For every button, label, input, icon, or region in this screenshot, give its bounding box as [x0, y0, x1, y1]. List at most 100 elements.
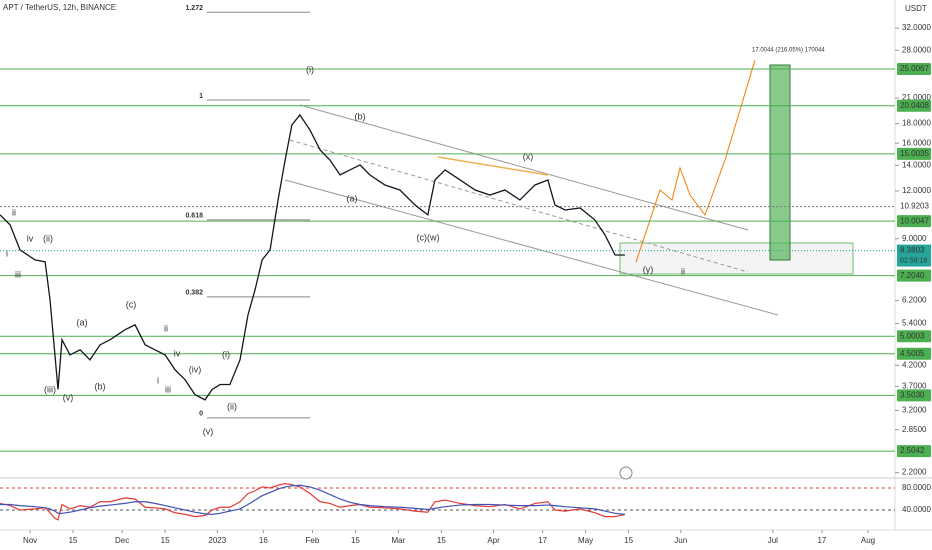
level-label: 4.5005	[900, 349, 925, 358]
rsi-line	[0, 484, 625, 516]
wave-label: ii	[681, 266, 685, 276]
x-tick-label: 15	[351, 536, 360, 545]
wave-label: iii	[165, 384, 171, 394]
projection-path	[635, 59, 756, 263]
wave-label: (b)	[355, 111, 366, 121]
y-tick-label: 5.4000	[902, 319, 927, 328]
level-badge	[897, 99, 931, 112]
x-tick-label: 15	[624, 536, 633, 545]
level-label: 3.5030	[900, 391, 925, 400]
fib-label: 0.382	[185, 290, 203, 297]
level-label: 25.0067	[900, 64, 929, 73]
x-tick-label: Mar	[392, 536, 406, 545]
x-tick-label: 2023	[208, 536, 226, 545]
trend-line	[437, 156, 549, 176]
x-tick-label: 16	[259, 536, 268, 545]
x-tick-label: 15	[437, 536, 446, 545]
level-label: 10.0047	[900, 216, 929, 225]
x-tick-label: Jun	[674, 536, 687, 545]
x-tick-label: Aug	[861, 536, 875, 545]
countdown: 02:59:18	[900, 257, 927, 264]
wave-label: (iv)	[189, 364, 202, 374]
wave-label: (i)	[222, 349, 230, 359]
x-tick-label: Dec	[115, 536, 129, 545]
dashed-level-label: 10.9203	[900, 202, 929, 211]
currency: USDT	[905, 4, 927, 13]
x-tick-label: 15	[69, 536, 78, 545]
wave-label: (v)	[203, 426, 214, 436]
wave-label: (x)	[523, 151, 534, 161]
channel-top	[299, 104, 749, 231]
wave-label: iv	[27, 233, 34, 243]
rsi-tick-label: 40.0000	[902, 505, 931, 514]
x-tick-label: Nov	[23, 536, 37, 545]
x-tick-label: May	[578, 536, 593, 545]
y-tick-label: 16.0000	[902, 138, 931, 147]
wave-label: (a)	[347, 193, 358, 203]
level-badge	[897, 63, 931, 76]
level-badge	[897, 269, 931, 282]
level-label: 5.0003	[900, 331, 925, 340]
wave-label: (y)	[643, 264, 654, 274]
wave-label: iv	[174, 348, 181, 358]
level-label: 20.0408	[900, 101, 929, 110]
wave-label: (c)(w)	[417, 232, 440, 242]
level-label: 15.0035	[900, 149, 929, 158]
wave-label: i	[6, 248, 8, 258]
wave-label: i	[157, 375, 159, 385]
level-badge	[897, 389, 931, 402]
y-tick-label: 3.2000	[902, 406, 927, 415]
symbol-title: APT / TetherUS, 12h, BINANCE	[3, 3, 116, 12]
fib-label: 0.618	[185, 213, 203, 220]
level-badge	[897, 330, 931, 343]
wave-label: (iii)	[44, 384, 56, 394]
level-badge	[897, 445, 931, 458]
y-tick-label: 21.0000	[902, 93, 931, 102]
y-tick-label: 2.8500	[902, 425, 927, 434]
level-badge	[897, 347, 931, 360]
y-tick-label: 14.0000	[902, 160, 931, 169]
wave-label: ii	[12, 207, 16, 217]
y-tick-label: 32.0000	[902, 23, 931, 32]
y-tick-label: 6.2000	[902, 296, 927, 305]
y-tick-label: 3.7000	[902, 381, 927, 390]
y-tick-label: 28.0000	[902, 45, 931, 54]
x-tick-label: Feb	[306, 536, 320, 545]
level-badge	[897, 147, 931, 160]
y-tick-label: 9.0000	[902, 234, 927, 243]
level-label: 2.5042	[900, 446, 925, 455]
level-badge	[897, 215, 931, 228]
price-line	[0, 113, 625, 401]
wave-label: (v)	[63, 392, 74, 402]
x-tick-label: 17	[538, 536, 547, 545]
wave-label: (a)	[77, 317, 88, 327]
wave-label: (i)	[306, 64, 314, 74]
fib-label: 1	[199, 93, 203, 100]
wave-label: (ii)	[227, 401, 237, 411]
event-icon[interactable]	[619, 466, 633, 480]
rsi-tick-label: 80.0000	[902, 483, 931, 492]
level-label: 7.2040	[900, 271, 925, 280]
channel-mid	[289, 139, 749, 273]
x-tick-label: Apr	[487, 536, 500, 545]
projection-label: 17.0044 (216.05%) 170044	[752, 48, 825, 54]
current-price-label: 8.3803	[900, 246, 925, 255]
y-tick-label: 2.2000	[902, 468, 927, 477]
y-tick-label: 12.0000	[902, 186, 931, 195]
fib-label: 1.272	[185, 5, 203, 12]
wave-label: (c)	[126, 299, 137, 309]
channel-bottom	[284, 179, 779, 316]
target-box	[769, 64, 791, 261]
wave-label: (b)	[95, 381, 106, 391]
fib-label: 0	[199, 411, 203, 418]
price-badge	[897, 244, 931, 267]
range-box	[619, 242, 854, 275]
wave-label: (ii)	[43, 233, 53, 243]
x-tick-label: 17	[817, 536, 826, 545]
y-tick-label: 18.0000	[902, 119, 931, 128]
wave-label: iii	[15, 269, 21, 279]
y-tick-label: 4.2000	[902, 360, 927, 369]
wave-label: ii	[164, 323, 168, 333]
